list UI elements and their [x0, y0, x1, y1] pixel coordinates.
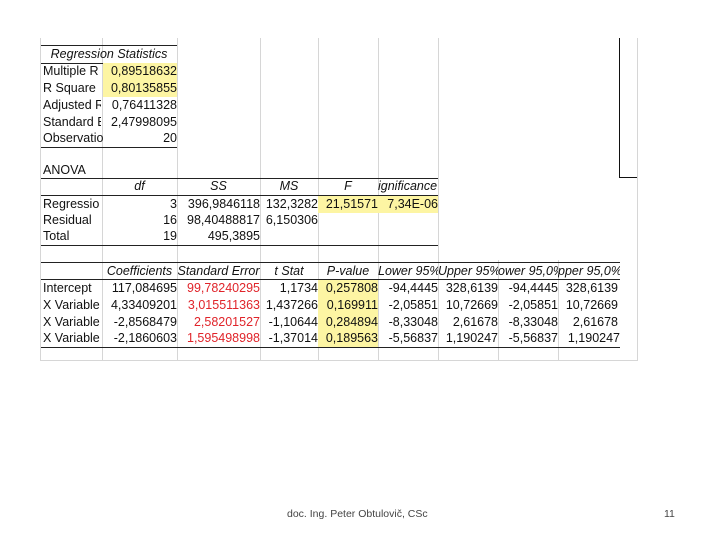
- grid-line: [102, 38, 103, 360]
- stat-label: Multiple R: [43, 64, 99, 78]
- coef-p-value: 0,189563: [318, 330, 378, 348]
- anova-header-f: F: [344, 179, 352, 193]
- coef-upper950: 328,6139: [565, 281, 618, 295]
- coef-lower950: -94,4445: [508, 281, 558, 295]
- coef-p-value: 0,257808: [318, 280, 378, 297]
- anova-header-significance: ignificance F: [378, 179, 438, 193]
- anova-significance: 7,34E-06: [378, 195, 438, 213]
- coef-upper95: 328,6139: [445, 281, 498, 295]
- coef-lower950: -8,33048: [508, 315, 558, 329]
- grid-line: [177, 38, 178, 360]
- anova-df: 19: [102, 228, 177, 246]
- anova-title: ANOVA: [43, 163, 86, 177]
- coef-upper95: 2,61678: [452, 315, 498, 329]
- coef-std-error: 99,78240295: [187, 281, 260, 295]
- anova-df: 16: [163, 213, 177, 227]
- coef-header-rule: [41, 262, 620, 263]
- coef-t-stat: -1,37014: [260, 330, 318, 348]
- coef-header: Standard Error: [177, 264, 260, 278]
- anova-ms: 132,3282: [260, 195, 318, 213]
- coef-lower950: -5,56837: [498, 330, 558, 348]
- anova-header-ms: MS: [279, 179, 299, 193]
- stat-value: 0,89518632: [103, 63, 177, 80]
- stat-value: 20: [102, 130, 177, 148]
- coef-std-error: 1,595498998: [177, 330, 260, 348]
- grid-line: [558, 260, 559, 360]
- grid-line: [40, 360, 638, 361]
- anova-row-label: Total: [41, 228, 104, 246]
- coef-header: ower 95,0%: [498, 264, 558, 278]
- coef-std-error: 2,58201527: [193, 315, 260, 329]
- coef-value: -2,1860603: [102, 330, 177, 348]
- anova-ms: 6,150306: [265, 213, 318, 227]
- coef-t-stat: 1,437266: [265, 298, 318, 312]
- anova-ss: 495,3895: [177, 228, 260, 246]
- coef-t-stat: 1,1734: [279, 281, 318, 295]
- anova-f: 21,51571: [318, 195, 378, 213]
- coef-t-stat: -1,10644: [268, 315, 318, 329]
- coef-header: P-value: [326, 264, 370, 278]
- page-number: 11: [664, 508, 675, 520]
- coef-upper950: 1,190247: [558, 330, 620, 348]
- chart-frame-edge: [619, 38, 620, 178]
- coef-header: Coefficients: [106, 264, 173, 278]
- stat-value: 0,76411328: [111, 98, 177, 112]
- coef-value: -2,8568479: [113, 315, 177, 329]
- footer-author: doc. Ing. Peter Obtulovič, CSc: [287, 508, 428, 520]
- stat-label: R Square: [43, 81, 96, 95]
- coef-row-label: X Variable: [41, 330, 104, 348]
- grid-line: [498, 260, 499, 360]
- anova-bottom-rule: [260, 228, 438, 246]
- coef-std-error: 3,015511363: [187, 298, 260, 312]
- coef-row-label: X Variable: [43, 298, 100, 312]
- coef-lower95: -5,56837: [378, 330, 438, 348]
- coef-lower95: -8,33048: [388, 315, 438, 329]
- chart-frame-edge: [619, 177, 637, 178]
- coef-header: pper 95,0%: [558, 264, 620, 278]
- coef-row-label: Intercept: [43, 281, 92, 295]
- stat-value: 0,80135855: [103, 80, 177, 97]
- anova-row-label: Regressio: [41, 195, 104, 213]
- coef-p-value: 0,169911: [318, 297, 378, 314]
- anova-header-rule: [41, 178, 438, 179]
- coef-lower950: -2,05851: [508, 298, 558, 312]
- coef-upper950: 2,61678: [572, 315, 618, 329]
- coef-lower95: -2,05851: [388, 298, 438, 312]
- anova-ss: 98,40488817: [187, 213, 260, 227]
- coef-upper95: 10,72669: [445, 298, 498, 312]
- grid-line: [40, 38, 41, 360]
- coef-header: t Stat: [274, 264, 304, 278]
- stat-label: Standard E: [43, 115, 101, 129]
- coef-value: 117,084695: [111, 281, 177, 295]
- anova-row-label: Residual: [43, 213, 92, 227]
- stat-label: Adjusted R: [43, 98, 101, 112]
- coef-upper95: 1,190247: [438, 330, 498, 348]
- coef-p-value: 0,284894: [318, 314, 378, 331]
- coef-header: Upper 95%: [438, 264, 498, 278]
- coef-lower95: -94,4445: [388, 281, 438, 295]
- regression-statistics-title: Regression Statistics: [41, 45, 177, 64]
- grid-line: [637, 38, 638, 360]
- anova-ss: 396,9846118: [177, 195, 260, 213]
- grid-line: [260, 38, 261, 360]
- stat-label: Observatio: [41, 130, 104, 148]
- grid-line: [438, 38, 439, 360]
- coef-header: Lower 95%: [378, 264, 438, 278]
- coef-upper950: 10,72669: [565, 298, 618, 312]
- coef-row-label: X Variable: [43, 315, 100, 329]
- coef-value: 4,33409201: [110, 298, 177, 312]
- anova-header-ss: SS: [210, 179, 227, 193]
- coef-header-rule: [41, 279, 620, 280]
- stat-value: 2,47998095: [110, 115, 177, 129]
- anova-df: 3: [102, 195, 177, 213]
- anova-header-df: df: [134, 179, 145, 193]
